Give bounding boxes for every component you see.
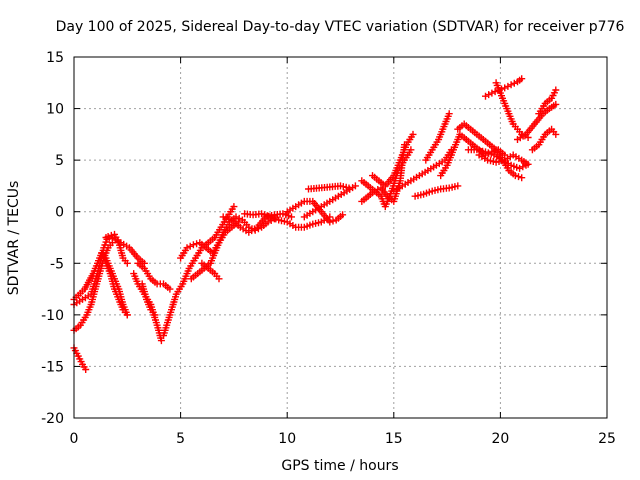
series-track-i [138,280,159,319]
y-tick-label: 5 [55,153,64,169]
data-point [516,164,524,172]
data-point [151,311,159,319]
data-point [511,172,519,180]
data-point [189,241,197,249]
data-point [510,79,518,87]
y-tick-label: 10 [46,102,64,118]
data-point [518,75,526,83]
series-track-ag [535,86,560,118]
y-tick-label: -15 [41,359,64,375]
y-tick-labels: -20 -15 -10 -5 0 5 10 15 [41,50,64,427]
data-point [157,337,165,345]
data-point [409,130,417,138]
data-point [519,163,527,171]
data-point [552,130,560,138]
data-point [524,160,532,168]
series-track-e [98,249,131,319]
data-point [123,259,131,267]
series-track-u [369,130,417,190]
x-tick-label: 10 [278,431,296,447]
data-point [232,213,240,221]
data-point [329,217,337,225]
plot-frame [73,56,608,419]
data-point [515,173,522,181]
series-track-h [134,259,174,293]
x-axis-label: GPS time / hours [281,458,398,474]
series-track-z [454,120,526,182]
x-tick-labels: 0 5 10 15 20 25 [70,431,616,447]
data-point [552,86,560,94]
series-track-ab [475,151,532,168]
data-point [351,182,359,190]
grid [74,57,607,418]
data-point [215,275,223,283]
x-tick-label: 20 [491,431,509,447]
data-point [326,218,334,226]
data-point [186,242,194,250]
data-point [445,110,453,118]
data-point [501,84,509,92]
y-tick-label: 15 [46,50,64,66]
series-track-r [305,182,353,193]
series-track-x [422,110,453,164]
y-tick-label: -10 [41,308,64,324]
x-tick-label: 0 [70,431,79,447]
data-point [230,203,238,211]
y-tick-label: 0 [55,205,64,221]
series-track-ad [492,79,532,141]
data-point [504,82,512,90]
data-points [70,75,560,373]
y-tick-label: -5 [50,256,64,272]
series-track-af [528,125,560,154]
data-point [507,81,515,89]
series-track-ae [514,100,560,143]
data-point [552,100,560,108]
data-point [454,182,462,190]
y-axis-label: SDTVAR / TECUs [6,181,22,296]
series-track-n [219,210,295,236]
data-point [485,91,493,99]
series-track-m [198,259,223,283]
data-point [183,244,191,252]
data-point [488,89,496,97]
data-point [491,88,499,96]
y-tick-label: -20 [41,411,64,427]
data-point [518,174,526,182]
data-point [288,213,295,221]
data-point [166,285,174,293]
x-tick-label: 15 [385,431,403,447]
series-track-f [102,234,148,267]
series-track-q [300,182,359,221]
data-point [407,146,415,154]
chart-title: Day 100 of 2025, Sidereal Day-to-day VTE… [56,19,625,35]
data-point [482,92,489,100]
series-track-w [411,182,462,200]
data-point [235,214,243,222]
data-point [339,211,347,219]
x-tick-label: 25 [598,431,616,447]
data-point [82,366,90,373]
data-point [345,184,353,192]
data-point [123,311,131,319]
ticks [73,56,608,419]
x-tick-label: 5 [176,431,185,447]
